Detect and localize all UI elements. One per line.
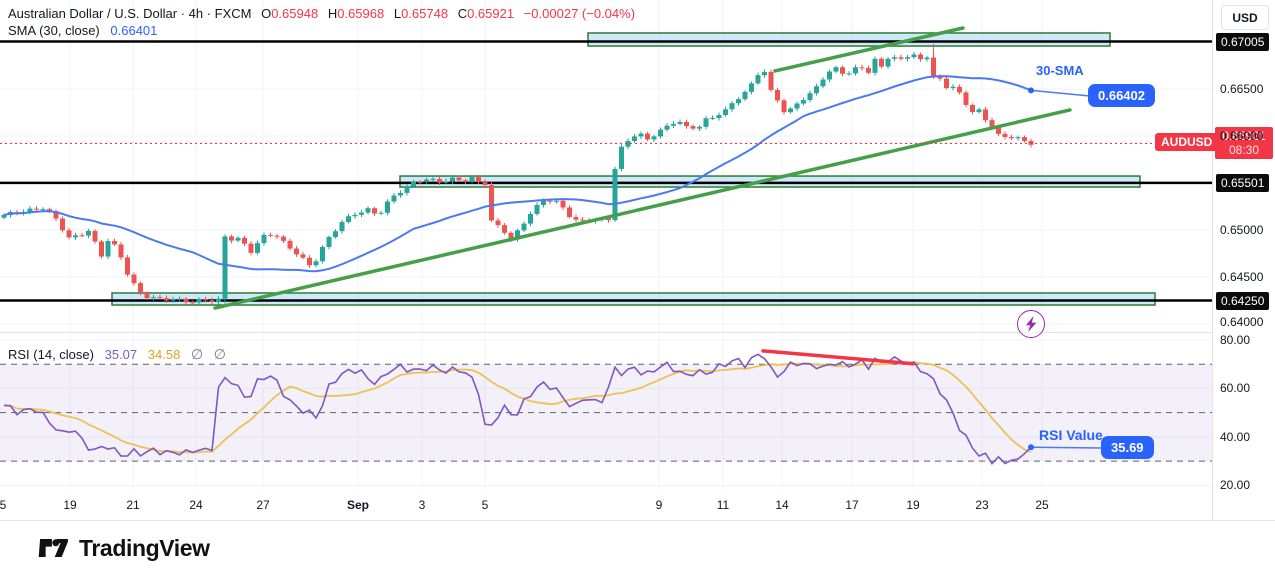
level-price-badge: 0.67005 [1216,32,1270,51]
time-tick: 14 [775,498,789,512]
bar-countdown: 08:30 [1228,143,1260,158]
pane-separator[interactable] [0,332,1275,333]
price-tick: 0.65000 [1220,223,1264,237]
low-value: 0.65748 [401,6,449,21]
quick-trade-button[interactable] [1017,310,1045,338]
time-tick: 19 [63,498,77,512]
brand-footer[interactable]: TradingView [38,533,210,563]
price-tick: 0.66500 [1220,82,1264,96]
time-tick: 5 [0,498,7,512]
hidden-source-icon[interactable]: ∅ [190,346,204,362]
sma-legend[interactable]: SMA (30, close) 0.66401 [8,23,157,38]
level-price-badge: 0.64250 [1216,291,1270,310]
sma-legend-label[interactable]: SMA (30, close) [8,23,100,38]
time-tick: Sep [346,498,370,512]
rsi-tick: 20.00 [1220,478,1251,493]
price-tick: 0.66000 [1220,129,1264,143]
high-label: H [327,6,338,21]
chart-bottom-edge [0,520,1275,521]
rsi-tick: 40.00 [1220,429,1251,444]
price-tick: 0.64000 [1220,315,1264,330]
rsi-legend-label[interactable]: RSI (14, close) [8,347,94,362]
rsi-ma-value: 34.58 [147,347,181,362]
low-label: L [393,6,402,21]
sma-value-badge: 0.66402 [1088,84,1155,107]
tradingview-logo-icon [38,533,70,563]
candlestick-series[interactable] [1,43,1034,306]
price-line-symbol-tag: AUDUSD [1155,133,1219,152]
last-price-badge: 0.65921 08:30 [1215,127,1273,160]
channel-upper [773,26,965,73]
time-tick: 3 [418,498,426,512]
rsi-legend[interactable]: RSI (14, close) 35.07 34.58 ∅ ∅ [8,346,226,363]
time-tick: 27 [256,498,270,512]
rsi-trendline[interactable] [761,349,915,366]
lightning-icon [1026,316,1037,332]
time-scale[interactable]: 5 19 21 24 27 Sep 3 5 9 11 14 17 19 23 25 [0,490,1212,520]
time-tick: 19 [906,498,920,512]
trend-channel[interactable] [213,26,1072,310]
time-tick: 21 [126,498,140,512]
rsi-plot[interactable] [3,353,1104,466]
time-tick: 5 [481,498,489,512]
time-tick: 11 [716,498,730,512]
currency-toggle-button[interactable]: USD [1221,5,1269,30]
price-tick: 0.64500 [1220,270,1264,284]
sma-callout-label: 30-SMA [1036,63,1084,78]
rsi-tick: 60.00 [1220,381,1251,396]
rsi-tick: 80.00 [1220,333,1251,347]
price-scale[interactable]: USD 0.65921 08:30 0.66500 0.66000 0.65000 0… [1212,0,1275,520]
time-tick: 24 [189,498,203,512]
time-tick: 23 [975,498,989,512]
rsi-ma-line [3,361,1032,454]
close-value: 0.65921 [467,6,515,21]
last-price-value: 0.65921 [1222,129,1266,144]
sma-legend-value: 0.66401 [110,23,158,38]
rsi-line [3,353,1032,466]
level-price-badge: 0.65501 [1216,173,1270,192]
symbol-legend[interactable]: Australian Dollar / U.S. Dollar · 4h · F… [8,6,635,21]
support-resistance-zones[interactable] [0,32,1212,306]
close-label: C [457,6,468,21]
rsi-zone-band [0,363,1212,462]
change-value: −0.00027 (−0.04%) [523,6,636,21]
time-tick: 9 [655,498,663,512]
rsi-legend-value: 35.07 [104,347,138,362]
hidden-source-icon[interactable]: ∅ [213,346,226,362]
chart-canvas[interactable] [0,0,1212,520]
open-value: 0.65948 [271,6,319,21]
open-label: O [261,6,272,21]
time-tick: 25 [1035,498,1049,512]
rsi-value-badge: 35.69 [1101,436,1154,459]
symbol-title[interactable]: Australian Dollar / U.S. Dollar · 4h · F… [8,6,252,21]
sma-line[interactable] [3,75,1091,273]
brand-name: TradingView [79,534,210,561]
high-value: 0.65968 [337,6,385,21]
channel-lower [213,108,1072,310]
time-tick: 17 [845,498,859,512]
rsi-callout-label: RSI Value [1039,427,1103,443]
